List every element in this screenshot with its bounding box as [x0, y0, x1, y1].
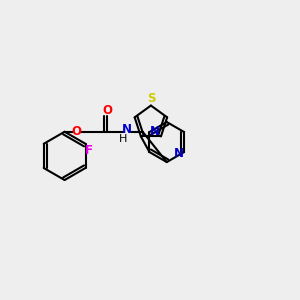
Text: S: S	[147, 92, 156, 105]
Text: N: N	[174, 147, 184, 160]
Text: O: O	[71, 125, 81, 138]
Text: N: N	[122, 123, 131, 136]
Text: F: F	[85, 144, 93, 157]
Text: N: N	[150, 125, 160, 138]
Text: H: H	[119, 134, 127, 144]
Text: O: O	[102, 104, 112, 117]
